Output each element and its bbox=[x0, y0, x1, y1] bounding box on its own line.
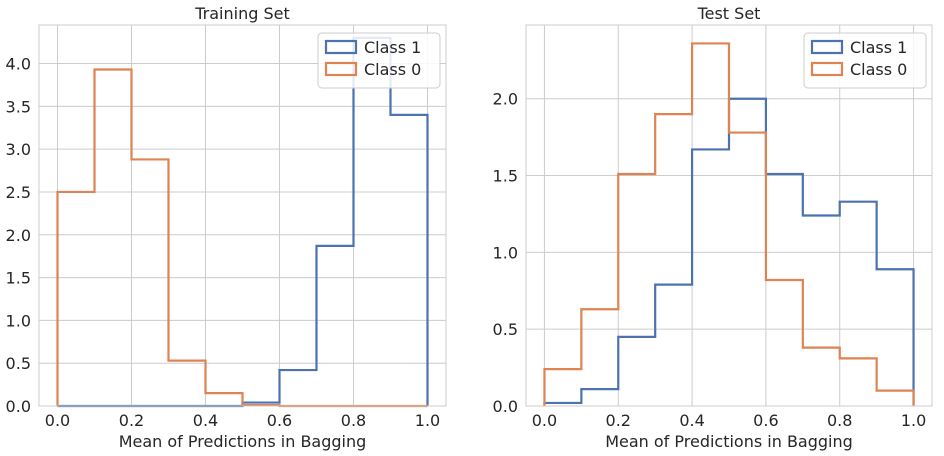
legend-label: Class 1 bbox=[364, 38, 421, 57]
series-class-1-step bbox=[57, 36, 429, 408]
x-tick-label: 0.8 bbox=[827, 411, 852, 430]
series-layer bbox=[56, 36, 429, 408]
y-tick-label: 3.0 bbox=[6, 140, 31, 159]
x-tick-label: 0.4 bbox=[679, 411, 704, 430]
x-tick-label: 0.4 bbox=[193, 411, 218, 430]
y-tick-label: 1.0 bbox=[493, 243, 518, 262]
y-tick-label: 2.0 bbox=[493, 90, 518, 109]
training-set-chart: Training Set 0.0 0.2 0.4 0.6 0.8 1.0 0.0 0.5 1.… bbox=[6, 4, 447, 451]
y-tick-label: 0.0 bbox=[493, 397, 518, 416]
x-tick-label: 1.0 bbox=[901, 411, 926, 430]
y-tick-label: 4.0 bbox=[6, 55, 31, 74]
chart-title: Training Set bbox=[194, 4, 290, 23]
y-tick-label: 0.0 bbox=[6, 397, 31, 416]
legend: Class 1 Class 0 bbox=[317, 32, 441, 89]
y-tick-label: 2.5 bbox=[6, 183, 31, 202]
axes-frame bbox=[525, 24, 933, 407]
axes-frame bbox=[38, 24, 447, 407]
x-axis-label: Mean of Predictions in Bagging bbox=[119, 432, 367, 451]
x-tick-label: 0.6 bbox=[753, 411, 778, 430]
x-tick-label: 1.0 bbox=[415, 411, 440, 430]
y-ticks: 0.0 0.5 1.0 1.5 2.0 2.5 3.0 3.5 4.0 bbox=[6, 55, 31, 416]
x-axis-label: Mean of Predictions in Bagging bbox=[605, 432, 853, 451]
series-layer bbox=[543, 42, 915, 406]
x-tick-label: 0.8 bbox=[341, 411, 366, 430]
y-ticks: 0.0 0.5 1.0 1.5 2.0 bbox=[493, 90, 518, 416]
legend-label: Class 0 bbox=[850, 60, 907, 79]
legend-label: Class 0 bbox=[364, 60, 421, 79]
legend-swatch bbox=[810, 39, 844, 55]
y-tick-label: 2.0 bbox=[6, 226, 31, 245]
x-ticks: 0.0 0.2 0.4 0.6 0.8 1.0 bbox=[532, 411, 927, 430]
legend-label: Class 1 bbox=[850, 38, 907, 57]
x-tick-label: 0.0 bbox=[45, 411, 70, 430]
test-set-chart: Test Set 0.0 0.2 0.4 0.6 0.8 1.0 0.0 0.5 1.0 1.5… bbox=[493, 4, 933, 451]
legend-swatch bbox=[324, 61, 358, 77]
y-tick-label: 1.5 bbox=[6, 269, 31, 288]
y-tick-label: 3.5 bbox=[6, 97, 31, 116]
x-tick-label: 0.2 bbox=[606, 411, 631, 430]
y-tick-label: 0.5 bbox=[6, 354, 31, 373]
chart-title: Test Set bbox=[697, 4, 761, 23]
y-tick-label: 1.5 bbox=[493, 167, 518, 186]
legend-swatch bbox=[810, 61, 844, 77]
x-tick-label: 0.0 bbox=[532, 411, 557, 430]
y-tick-label: 1.0 bbox=[6, 311, 31, 330]
series-class-0-step bbox=[543, 42, 915, 406]
x-ticks: 0.0 0.2 0.4 0.6 0.8 1.0 bbox=[45, 411, 440, 430]
x-tick-label: 0.2 bbox=[119, 411, 144, 430]
y-tick-label: 0.5 bbox=[493, 320, 518, 339]
series-class-0-step bbox=[56, 68, 428, 408]
legend: Class 1 Class 0 bbox=[803, 32, 927, 89]
legend-swatch bbox=[324, 39, 358, 55]
x-tick-label: 0.6 bbox=[267, 411, 292, 430]
